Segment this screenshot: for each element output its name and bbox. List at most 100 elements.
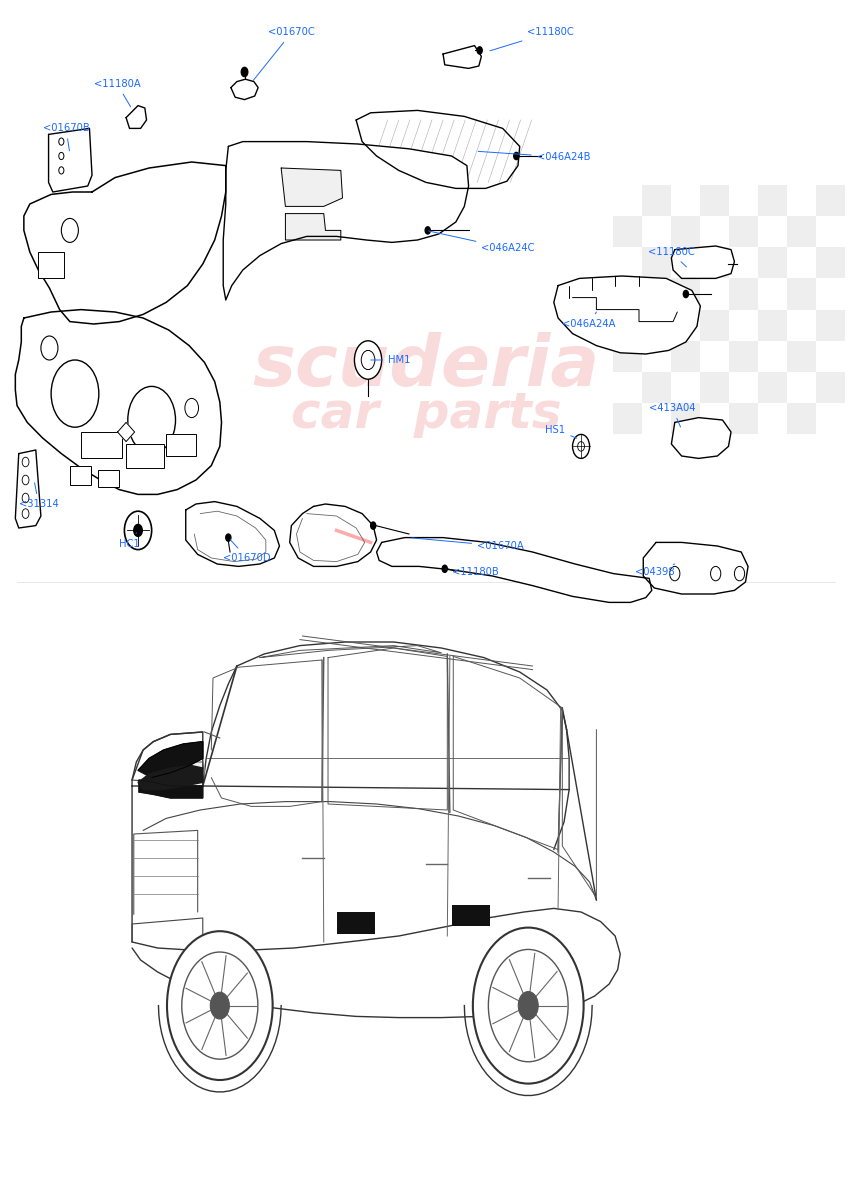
Bar <box>700 247 729 278</box>
Text: HS1: HS1 <box>545 425 577 438</box>
Circle shape <box>128 386 176 454</box>
Bar <box>787 278 816 310</box>
Polygon shape <box>118 422 135 442</box>
Bar <box>700 185 729 216</box>
Bar <box>81 432 122 458</box>
Circle shape <box>59 138 64 145</box>
Polygon shape <box>671 246 734 278</box>
Circle shape <box>210 992 229 1019</box>
Bar <box>452 905 490 926</box>
Polygon shape <box>377 538 652 602</box>
Text: <01670C: <01670C <box>253 28 315 80</box>
Polygon shape <box>281 168 343 206</box>
Bar <box>787 216 816 247</box>
Polygon shape <box>290 504 377 566</box>
Circle shape <box>22 493 29 503</box>
Bar <box>642 185 671 216</box>
Circle shape <box>361 350 375 370</box>
Circle shape <box>514 152 519 160</box>
Text: car  parts: car parts <box>291 390 561 438</box>
Text: <31314: <31314 <box>19 482 59 509</box>
Bar <box>816 185 845 216</box>
Bar <box>758 310 787 341</box>
Bar <box>729 403 758 434</box>
Polygon shape <box>443 46 481 68</box>
Circle shape <box>22 475 29 485</box>
Text: <04398: <04398 <box>635 564 675 577</box>
Text: <01670A: <01670A <box>412 538 524 551</box>
Bar <box>758 247 787 278</box>
Circle shape <box>477 47 482 54</box>
Bar <box>729 278 758 310</box>
Circle shape <box>181 952 258 1060</box>
Circle shape <box>488 949 568 1062</box>
Text: <046A24B: <046A24B <box>478 151 590 162</box>
Text: <11180C: <11180C <box>648 247 694 266</box>
Bar <box>613 341 642 372</box>
Bar <box>700 310 729 341</box>
Circle shape <box>241 67 248 77</box>
Bar <box>613 403 642 434</box>
Polygon shape <box>24 162 226 324</box>
Circle shape <box>41 336 58 360</box>
Bar <box>70 466 91 485</box>
Circle shape <box>578 442 584 451</box>
Bar <box>671 403 700 434</box>
Bar <box>671 216 700 247</box>
Circle shape <box>371 522 376 529</box>
Bar <box>671 278 700 310</box>
Polygon shape <box>186 502 279 566</box>
Circle shape <box>185 398 199 418</box>
Circle shape <box>518 991 538 1020</box>
Circle shape <box>573 434 590 458</box>
Polygon shape <box>138 766 203 790</box>
Bar <box>787 341 816 372</box>
Circle shape <box>22 457 29 467</box>
Polygon shape <box>49 128 92 192</box>
Circle shape <box>354 341 382 379</box>
Bar <box>758 372 787 403</box>
Bar <box>642 247 671 278</box>
Bar <box>816 310 845 341</box>
Bar <box>166 434 196 456</box>
Circle shape <box>683 290 688 298</box>
Polygon shape <box>183 762 204 780</box>
Circle shape <box>59 167 64 174</box>
Polygon shape <box>285 214 341 240</box>
Polygon shape <box>15 450 41 528</box>
Circle shape <box>226 534 231 541</box>
Text: <046A24C: <046A24C <box>429 230 535 253</box>
Bar <box>98 470 119 487</box>
Polygon shape <box>356 110 520 188</box>
Circle shape <box>124 511 152 550</box>
Circle shape <box>425 227 430 234</box>
Text: <11180C: <11180C <box>490 28 573 50</box>
Circle shape <box>134 524 142 536</box>
Bar <box>337 912 375 934</box>
Bar <box>787 403 816 434</box>
Bar <box>126 444 164 468</box>
Text: <413A04: <413A04 <box>649 403 696 427</box>
Bar <box>671 341 700 372</box>
Polygon shape <box>643 542 748 594</box>
Circle shape <box>59 152 64 160</box>
Polygon shape <box>126 106 147 128</box>
Text: HM1: HM1 <box>371 355 410 365</box>
Circle shape <box>442 565 447 572</box>
Circle shape <box>22 509 29 518</box>
Bar <box>816 372 845 403</box>
Bar <box>642 310 671 341</box>
Polygon shape <box>554 276 700 354</box>
Polygon shape <box>15 310 222 494</box>
Circle shape <box>711 566 721 581</box>
Text: <046A24A: <046A24A <box>562 312 616 329</box>
Bar <box>700 372 729 403</box>
Polygon shape <box>138 742 203 778</box>
Circle shape <box>670 566 680 581</box>
Polygon shape <box>671 418 731 458</box>
Bar <box>613 278 642 310</box>
Bar <box>613 216 642 247</box>
Bar <box>816 247 845 278</box>
Circle shape <box>61 218 78 242</box>
Bar <box>758 185 787 216</box>
